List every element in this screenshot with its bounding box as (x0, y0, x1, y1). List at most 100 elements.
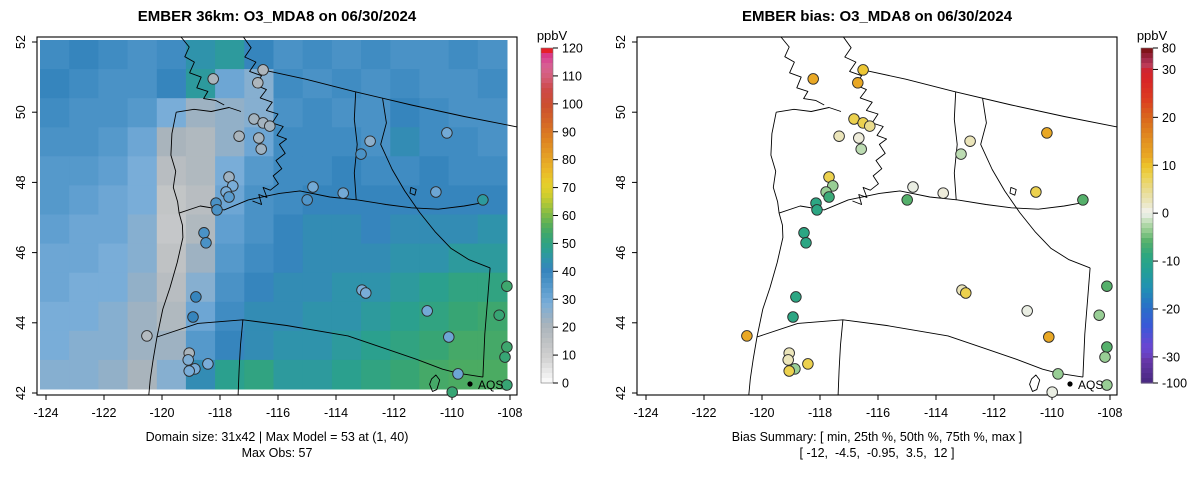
colorbar-segment (1141, 53, 1153, 59)
colorbar-tick-label: -10 (1162, 255, 1180, 269)
colorbar-segment (1141, 373, 1153, 379)
colorbar-segment (541, 98, 553, 104)
raster-cell (40, 127, 70, 157)
raster-cell (156, 272, 187, 303)
map-outline-ca-nv-border (837, 319, 844, 396)
raster-cell (331, 301, 362, 332)
raster-cell (302, 214, 333, 245)
raster-cell (40, 185, 70, 215)
x-tick-label: -116 (266, 406, 290, 420)
raster-cell (331, 243, 362, 274)
raster-cell (40, 272, 70, 303)
colorbar-tick-label: 80 (1162, 42, 1176, 56)
colorbar-segment (541, 313, 553, 319)
colorbar-segment (541, 198, 553, 204)
colorbar-segment (1141, 253, 1153, 259)
colorbar-segment (541, 278, 553, 284)
station-dot (183, 365, 195, 377)
colorbar-segment (541, 193, 553, 199)
colorbar-segment (541, 88, 553, 94)
map-outline-id-wy-border (1082, 267, 1091, 378)
raster-cell (331, 214, 362, 245)
map-outline-columbia-river-wa-or-border (178, 190, 483, 214)
station-dot (1077, 194, 1089, 206)
colorbar-segment (1141, 308, 1153, 314)
colorbar-tick-label: 30 (1162, 63, 1176, 77)
raster-cell (156, 40, 187, 70)
colorbar-segment (541, 288, 553, 294)
raster-cell (448, 243, 479, 274)
colorbar-tick-label: 100 (562, 97, 583, 111)
colorbar-segment (541, 158, 553, 164)
aqs-legend-dot (1067, 381, 1073, 387)
colorbar-frame (1140, 47, 1154, 384)
raster-cell (448, 185, 479, 215)
raster-cell (390, 243, 420, 274)
raster-cell (215, 359, 245, 390)
colorbar-segment (1141, 348, 1153, 354)
colorbar-segment (541, 368, 553, 374)
plot-box (636, 36, 1118, 396)
colorbar-segment (1141, 233, 1153, 239)
colorbar-segment (1141, 63, 1153, 69)
colorbar-segment (1141, 263, 1153, 269)
raster-cell (69, 98, 99, 128)
colorbar-segment (541, 238, 553, 244)
map-outline-vancouver-island-coast (180, 36, 225, 106)
station-dot (301, 194, 313, 206)
right-map-bias: -124 -122 -120 -118 -116 -114 -112 -110 -108 42 44… (614, 28, 1187, 420)
colorbar-segment (541, 118, 553, 124)
raster-cell (477, 214, 508, 245)
colorbar-segment (1141, 48, 1153, 54)
station-dot (855, 143, 867, 155)
colorbar-segment (1141, 73, 1153, 79)
y-tick-label: 48 (614, 175, 628, 189)
station-dot (807, 73, 819, 85)
colorbar-segment (1141, 193, 1153, 199)
raster-cell (69, 127, 99, 157)
map-outline-us-canada-border (863, 69, 1118, 128)
station-dot (182, 354, 194, 366)
colorbar-segment (541, 113, 553, 119)
x-tick-label: -118 (208, 406, 232, 420)
station-dot (211, 204, 223, 216)
raster-cell (419, 272, 450, 303)
colorbar-segment (541, 228, 553, 234)
raster-cell (98, 40, 129, 70)
colorbar-segment (541, 218, 553, 224)
map-outline-pacific-coast (748, 112, 784, 396)
colorbar-segment (1141, 103, 1153, 109)
raster-cell (273, 40, 304, 70)
station-dot (360, 287, 372, 299)
map-outline-great-salt-lake (429, 374, 441, 392)
raster-cell (215, 243, 245, 274)
colorbar-segment (541, 168, 553, 174)
raster-cell (331, 69, 362, 99)
raster-cell (302, 359, 333, 390)
colorbar-segment (1141, 268, 1153, 274)
colorbar-segment (541, 58, 553, 64)
map-outline-columbia-river-wa-or-border (778, 190, 1083, 214)
raster-cell (215, 214, 245, 245)
y-tick-label: 46 (614, 246, 628, 260)
station-dot (783, 365, 795, 377)
raster-cell (361, 214, 391, 245)
raster-cell (302, 272, 333, 303)
raster-cell (127, 272, 158, 303)
colorbar-segment (1141, 128, 1153, 134)
colorbar-segment (1141, 113, 1153, 119)
aqs-legend-label: AQS (1078, 378, 1103, 392)
station-dot (443, 331, 455, 343)
colorbar-tick-label: 10 (1162, 159, 1176, 173)
map-outline-puget-sound-coast (843, 36, 888, 205)
raster-cell (419, 69, 450, 99)
colorbar-segment (541, 78, 553, 84)
colorbar-segment (541, 333, 553, 339)
station-dot (1021, 305, 1033, 317)
raster-cell (156, 301, 187, 332)
colorbar-segment (541, 323, 553, 329)
raster-cell (185, 185, 216, 215)
station-dot (833, 130, 845, 142)
raster-cell (302, 98, 333, 128)
